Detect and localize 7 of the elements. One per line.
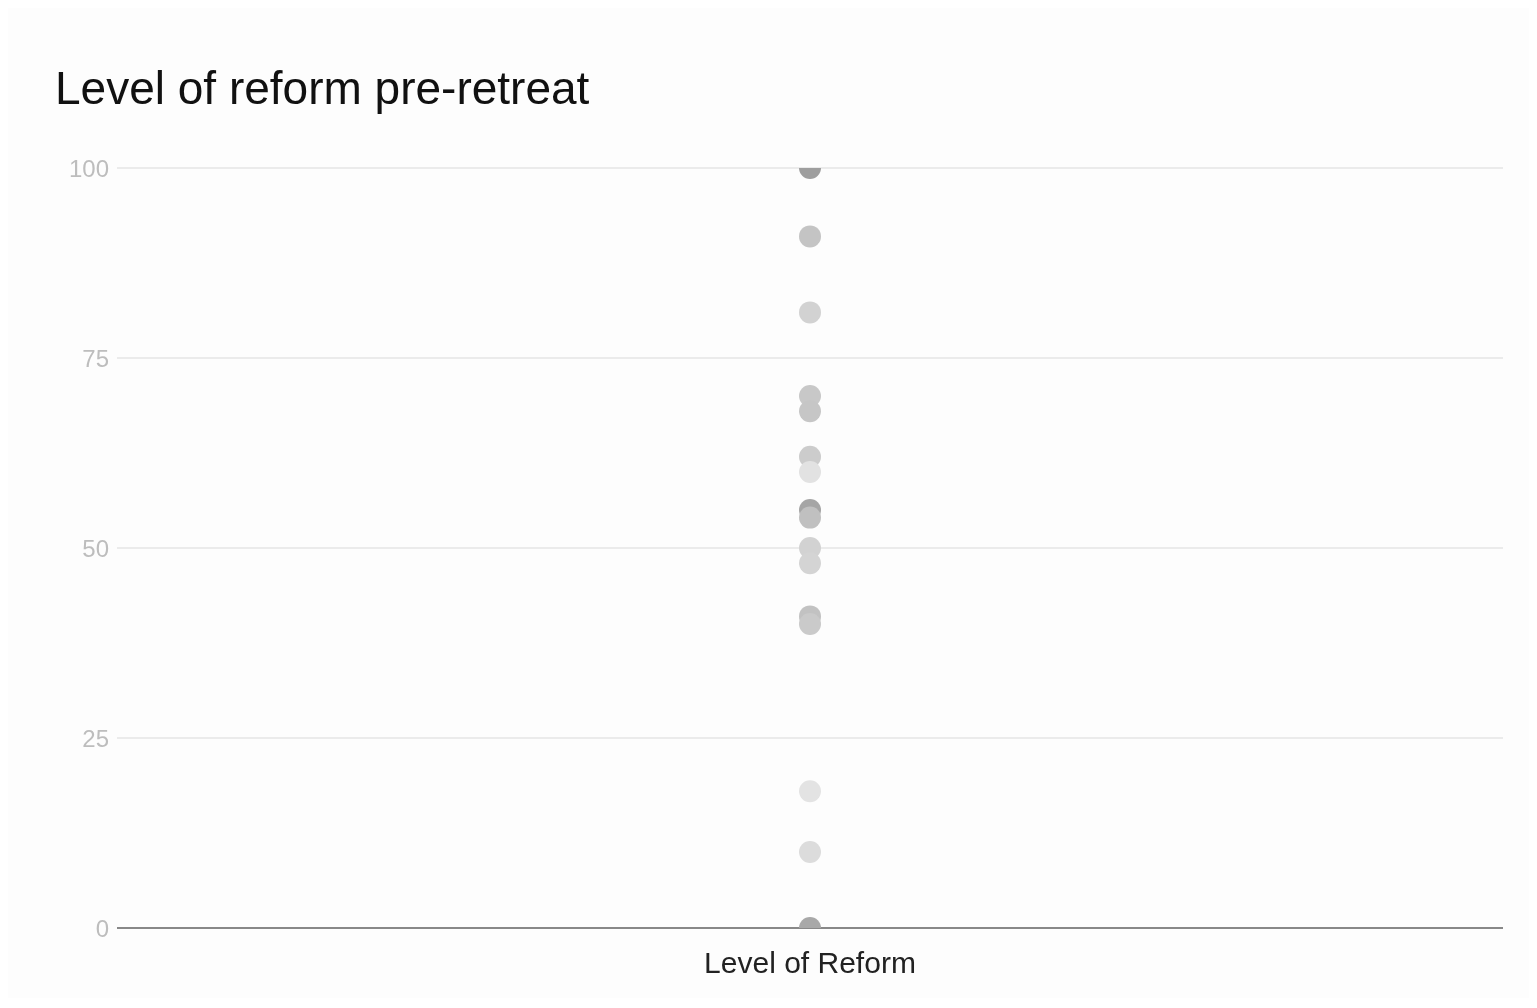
- y-tick-label: 75: [82, 344, 109, 372]
- y-tick-label: 100: [68, 154, 109, 182]
- y-tick-label: 50: [82, 534, 109, 562]
- x-tick-label: Level of Reform: [704, 946, 916, 980]
- chart-title: Level of reform pre-retreat: [54, 61, 591, 116]
- y-tick-label: 0: [95, 914, 109, 942]
- y-tick-label: 25: [82, 724, 109, 752]
